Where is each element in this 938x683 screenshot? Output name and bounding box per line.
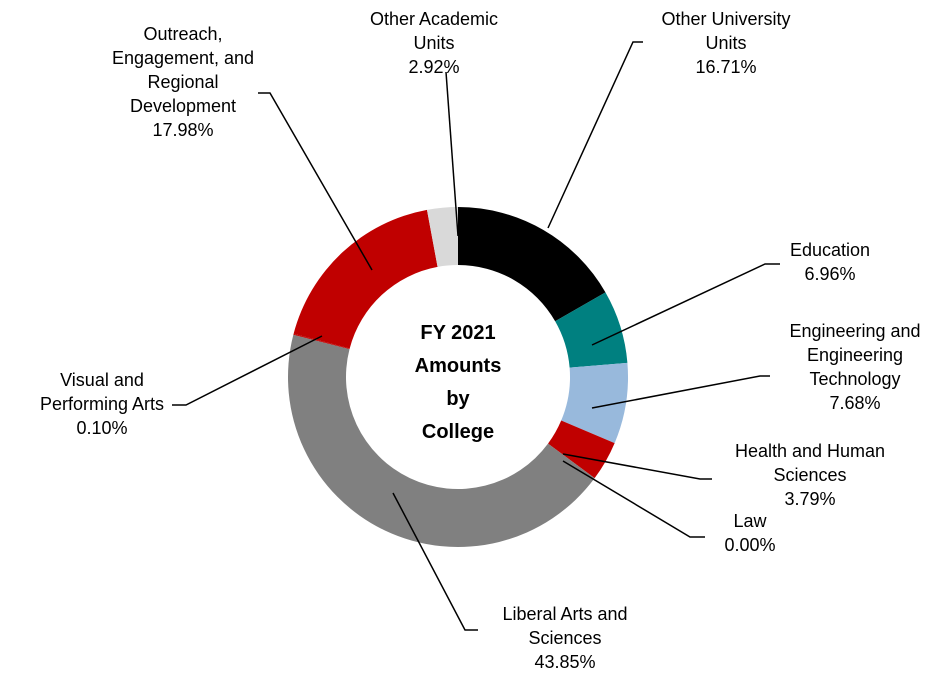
slice-0 [458,207,606,322]
leader-line-4 [562,460,705,538]
slice-5 [288,334,595,547]
slice-6 [293,333,350,350]
slice-label-2: Engineering and Engineering Technology 7.68… [789,321,920,413]
slice-category-line-7-2: Regional [147,72,218,92]
slice-label-0: Other University Units 16.71% [661,9,790,77]
center-label: FY 2021 Amounts by College [415,322,502,443]
slice-category-line-2-1: Engineering [807,345,903,365]
slice-category-line-2-2: Technology [809,369,900,389]
slice-label-8: Other Academic Units 2.92% [370,9,498,77]
slice-8 [426,207,458,267]
slice-category-line-6-1: Performing Arts [40,394,164,414]
slice-label-4: Law 0.00% [724,511,775,555]
center-label-line-3: College [422,421,494,443]
leader-line-5 [392,492,478,631]
slice-category-line-5-0: Liberal Arts and [502,604,627,624]
slice-value-3: 3.79% [784,489,835,509]
slice-category-line-0-1: Units [705,33,746,53]
slice-category-line-7-3: Development [130,96,236,116]
slice-3 [548,420,615,479]
slice-category-line-1-0: Education [790,240,870,260]
slice-value-1: 6.96% [804,264,855,284]
slice-value-7: 17.98% [152,120,213,140]
slice-category-line-7-0: Outreach, [143,24,222,44]
slice-1 [555,292,628,368]
slice-category-line-8-1: Units [413,33,454,53]
slice-value-6: 0.10% [76,418,127,438]
slice-category-line-3-1: Sciences [773,465,846,485]
slice-category-line-8-0: Other Academic [370,9,498,29]
slice-label-3: Health and Human Sciences 3.79% [735,441,885,509]
center-label-line-1: Amounts [415,355,502,377]
slice-value-8: 2.92% [408,57,459,77]
slice-7 [293,209,438,349]
leader-line-1 [591,263,780,346]
center-label-line-2: by [446,388,470,410]
slices-group [288,207,628,547]
leader-line-2 [591,375,770,409]
slice-category-line-3-0: Health and Human [735,441,885,461]
slice-value-4: 0.00% [724,535,775,555]
leader-line-6 [172,335,323,406]
center-label-line-0: FY 2021 [420,322,495,344]
slice-value-0: 16.71% [695,57,756,77]
slice-label-5: Liberal Arts and Sciences 43.85% [502,604,627,672]
slice-label-1: Education 6.96% [790,240,870,284]
leader-lines-group [172,41,780,631]
slice-category-line-7-1: Engagement, and [112,48,254,68]
slice-2 [561,362,628,444]
slice-label-6: Visual and Performing Arts 0.10% [40,370,164,438]
slice-value-5: 43.85% [534,652,595,672]
leader-line-8 [445,71,459,237]
slice-label-7: Outreach, Engagement, and Regional Developm… [112,24,254,140]
slice-category-line-2-0: Engineering and [789,321,920,341]
slice-category-line-5-1: Sciences [528,628,601,648]
slice-category-line-0-0: Other University [661,9,790,29]
slice-category-line-4-0: Law [733,511,767,531]
leader-line-3 [562,453,712,480]
slice-value-2: 7.68% [829,393,880,413]
slice-category-line-6-0: Visual and [60,370,144,390]
labels-group: Other University Units 16.71% Education 6.96… [40,9,921,672]
leader-line-0 [547,41,643,229]
leader-line-7 [258,92,373,271]
